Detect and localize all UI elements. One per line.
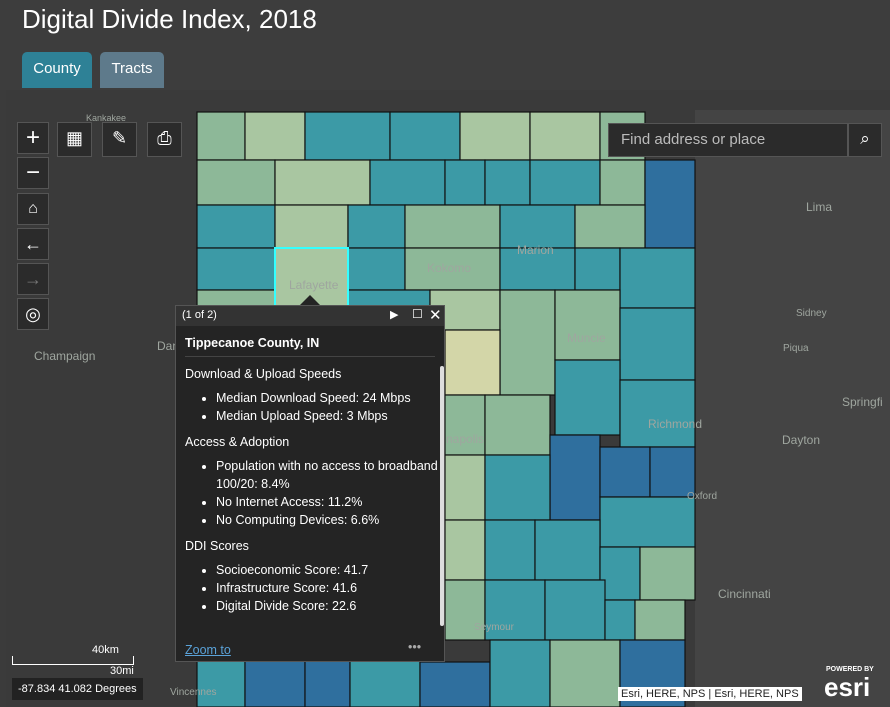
print[interactable]: ⎙ <box>147 122 182 157</box>
back[interactable]: ← <box>17 228 49 260</box>
map-label: Champaign <box>34 349 96 363</box>
zoom-out[interactable]: − <box>17 157 49 189</box>
map-label: Vincennes <box>170 687 217 698</box>
more[interactable]: ••• <box>408 640 422 654</box>
map-label: Springfi <box>842 395 883 409</box>
dock[interactable]: ☐ <box>412 307 423 321</box>
section-list: Population with no access to broadband 1… <box>176 457 444 529</box>
home[interactable]: ⌂ <box>17 193 49 225</box>
section-item: Digital Divide Score: 22.6 <box>216 597 444 615</box>
popup-body: Download & Upload Speeds Median Download … <box>176 367 444 615</box>
map-label: Kankakee <box>86 113 127 123</box>
popup-pointer <box>300 295 320 305</box>
zoom-in[interactable]: + <box>17 122 49 154</box>
zoom-to[interactable]: Zoom to <box>185 643 231 657</box>
map-label: Dan <box>157 339 180 353</box>
map-label: Lima <box>806 200 833 214</box>
search-button[interactable]: ⌕ <box>848 123 882 157</box>
map-label: Cincinnati <box>718 587 771 601</box>
map-label: Dayton <box>782 433 821 447</box>
map-label: Lafayette <box>289 278 339 292</box>
map[interactable]: + − ⌂ ← → ◎ ▦ ✎ ⎙ Find address or place … <box>6 90 890 707</box>
section-heading: Access & Adoption <box>185 435 290 449</box>
search-input[interactable]: Find address or place <box>608 123 848 157</box>
map-label: Kokomo <box>427 261 472 275</box>
section-list: Median Download Speed: 24 MbpsMedian Upl… <box>176 389 444 425</box>
next[interactable]: ▶ <box>390 309 399 321</box>
measure[interactable]: ✎ <box>102 122 137 157</box>
powered-by: POWERED BY <box>826 666 874 673</box>
scale-km: 40km <box>92 644 119 656</box>
popup-title: Tippecanoe County, IN <box>185 336 435 357</box>
forward[interactable]: → <box>17 263 49 295</box>
ohio <box>695 110 890 707</box>
section-heading: Download & Upload Speeds <box>185 367 342 381</box>
section-item: No Computing Devices: 6.6% <box>216 511 444 529</box>
section-item: Infrastructure Score: 41.6 <box>216 579 444 597</box>
esri-logo: esri <box>824 672 871 702</box>
section-item: Median Download Speed: 24 Mbps <box>216 389 444 407</box>
section-item: Median Upload Speed: 3 Mbps <box>216 407 444 425</box>
scale-mi: 30mi <box>110 665 134 677</box>
section-item: No Internet Access: 11.2% <box>216 493 444 511</box>
popup: (1 of 2) ▶ ☐ ✕ Tippecanoe County, IN Dow… <box>175 305 445 662</box>
map-label: Muncie <box>567 331 606 345</box>
coordinates[interactable]: -87.834 41.082 Degrees <box>12 678 143 700</box>
locate[interactable]: ◎ <box>17 298 49 330</box>
map-label: Marion <box>517 243 554 257</box>
section-item: Population with no access to broadband 1… <box>216 457 444 493</box>
map-canvas <box>196 110 890 707</box>
basemap-gallery[interactable]: ▦ <box>57 122 92 157</box>
attribution: Esri, HERE, NPS | Esri, HERE, NPS <box>618 687 802 701</box>
section-list: Socioeconomic Score: 41.7Infrastructure … <box>176 561 444 615</box>
tab-tracts[interactable]: Tracts <box>100 52 164 88</box>
header: Digital Divide Index, 2018 County Tracts <box>0 0 890 90</box>
section-heading: DDI Scores <box>185 539 249 553</box>
map-label: Richmond <box>648 417 703 431</box>
scrollbar <box>440 366 444 626</box>
app-title: Digital Divide Index, 2018 <box>22 4 317 34</box>
popup-header: (1 of 2) ▶ ☐ ✕ <box>176 306 444 326</box>
popup-pager: (1 of 2) <box>182 309 217 321</box>
map-label: Oxford <box>687 491 718 502</box>
tab-county[interactable]: County <box>22 52 92 88</box>
scale-bar <box>12 656 134 665</box>
map-label: napolis <box>446 432 485 446</box>
map-label: Sidney <box>796 308 827 319</box>
map-label: Seymour <box>474 622 515 633</box>
map-label: Piqua <box>783 343 809 354</box>
section-item: Socioeconomic Score: 41.7 <box>216 561 444 579</box>
close[interactable]: ✕ <box>429 307 442 324</box>
